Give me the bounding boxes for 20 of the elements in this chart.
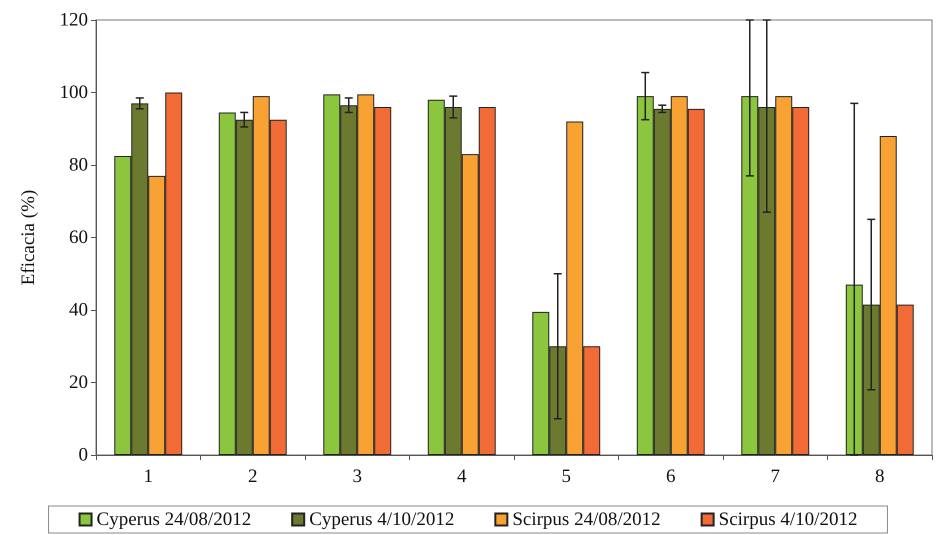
y-tick-label: 20 bbox=[69, 372, 88, 393]
x-tick-label: 6 bbox=[666, 466, 676, 487]
legend-label: Scirpus 4/10/2012 bbox=[718, 509, 858, 530]
legend-label: Scirpus 24/08/2012 bbox=[512, 509, 661, 530]
y-tick-label: 40 bbox=[69, 300, 88, 320]
legend-label: Cyperus 24/08/2012 bbox=[96, 509, 252, 530]
x-tick-label: 7 bbox=[770, 466, 780, 487]
y-tick-label: 0 bbox=[78, 444, 88, 466]
x-tick-label: 3 bbox=[352, 466, 362, 487]
y-tick-label: 80 bbox=[69, 154, 88, 176]
x-tick-label: 8 bbox=[875, 466, 884, 487]
x-tick-label: 5 bbox=[562, 466, 571, 487]
x-tick-label: 2 bbox=[248, 466, 258, 487]
legend-label: Cyperus 4/10/2012 bbox=[309, 509, 454, 530]
y-tick-label: 60 bbox=[69, 227, 88, 248]
y-tick-label: 120 bbox=[60, 10, 88, 30]
x-tick-label: 1 bbox=[144, 466, 153, 487]
x-tick-label: 4 bbox=[457, 466, 467, 487]
y-axis-title: Eficacia (%) bbox=[18, 190, 39, 286]
y-tick-label: 100 bbox=[60, 82, 88, 103]
